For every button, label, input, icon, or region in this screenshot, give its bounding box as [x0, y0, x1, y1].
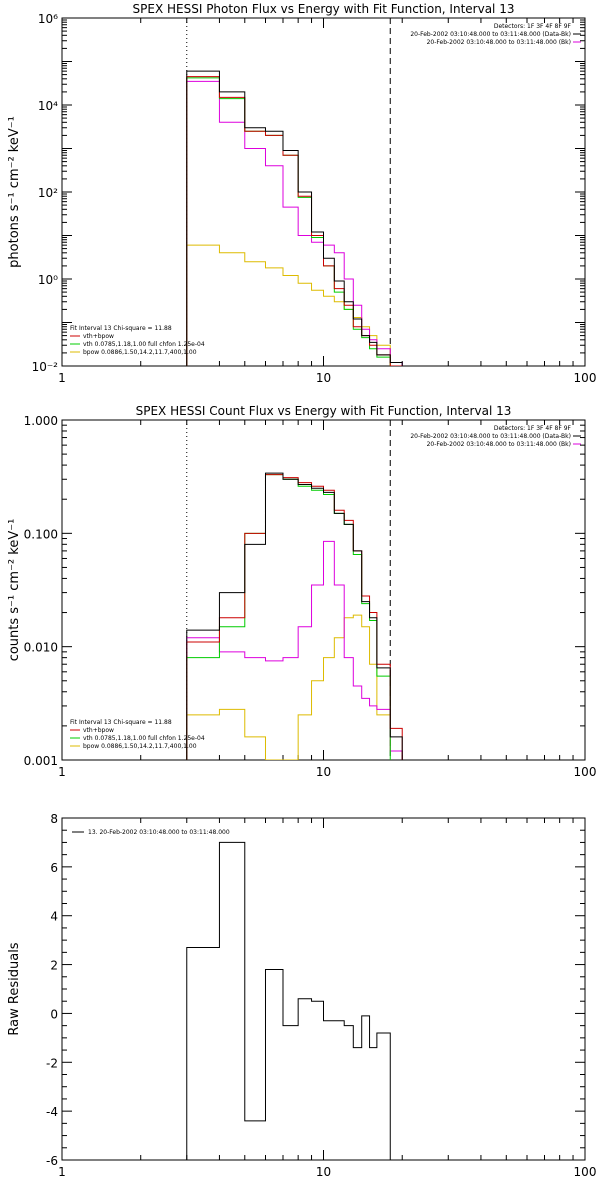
y-tick-label: 0.100	[24, 527, 58, 541]
y-axis-label: Raw Residuals	[7, 942, 22, 1035]
legend-entry: 13. 20-Feb-2002 03:10:48.000 to 03:11:48…	[88, 829, 230, 836]
y-tick-label: 10⁶	[38, 12, 58, 26]
y-tick-label: 10⁰	[38, 273, 58, 287]
x-tick-label: 10	[316, 1165, 331, 1179]
x-tick-label: 100	[574, 765, 597, 779]
y-axis-label: photons s⁻¹ cm⁻² keV⁻¹	[7, 116, 22, 268]
y-tick-label: 0.010	[24, 641, 58, 655]
y-tick-label: 10²	[38, 186, 58, 200]
y-tick-label: 1.000	[24, 414, 58, 428]
legend-entry: vth+bpow	[83, 727, 114, 734]
plot-frame	[61, 17, 586, 367]
info-line: Detectors: 1F 3F 4F 8F 9F	[494, 425, 572, 432]
legend-entry: bpow 0.0886,1.50,14.2,11.7,400,1.00	[83, 349, 197, 356]
series-bpow	[186, 540, 403, 760]
series-group	[186, 841, 391, 1160]
info-line: 20-Feb-2002 03:10:48.000 to 03:11:48.000…	[410, 433, 571, 440]
y-tick-label: 2	[50, 959, 58, 973]
x-tick-label: 1	[58, 1165, 66, 1179]
y-tick-label: -6	[46, 1154, 58, 1168]
legend-title: Fit Interval 13 Chi-square = 11.88	[70, 325, 172, 332]
chart-panel-2: SPEX HESSI Count Flux vs Energy with Fit…	[7, 404, 596, 779]
series-bpow_comp	[186, 244, 403, 366]
x-tick-label: 100	[574, 1165, 597, 1179]
legend-entry: vth 0.0785,1.18,1.00 full chfon 1.25e-04	[83, 341, 205, 348]
info-line: Detectors: 1F 3F 4F 8F 9F	[494, 23, 572, 30]
plot-frame	[61, 817, 586, 1161]
series-group	[186, 472, 403, 760]
y-tick-label: 10⁴	[38, 99, 58, 113]
series-total	[186, 472, 403, 760]
y-axis-label: counts s⁻¹ cm⁻² keV⁻¹	[7, 519, 22, 662]
chart-title: SPEX HESSI Count Flux vs Energy with Fit…	[136, 404, 512, 418]
y-tick-label: 8	[50, 812, 58, 826]
series-bpow	[186, 80, 403, 366]
y-tick-label: 6	[50, 861, 58, 875]
y-tick-label: -2	[46, 1056, 58, 1070]
series-vth_bpow	[186, 474, 403, 760]
y-tick-label: 0	[50, 1007, 58, 1021]
y-tick-label: 4	[50, 910, 58, 924]
y-tick-label: -4	[46, 1105, 58, 1119]
x-tick-label: 10	[316, 371, 331, 385]
legend-entry: vth 0.0785,1.18,1.00 full chfon 1.25e-04	[83, 735, 205, 742]
info-line: 20-Feb-2002 03:10:48.000 to 03:11:48.000…	[427, 441, 571, 448]
x-tick-label: 1	[58, 765, 66, 779]
plot-frame	[61, 419, 586, 761]
legend-entry: vth+bpow	[83, 333, 114, 340]
legend-entry: bpow 0.0886,1.50,14.2,11.7,400,1.00	[83, 743, 197, 750]
y-tick-label: 0.001	[24, 754, 58, 768]
chart-panel-3: 1 10 100 -6 -4 -2 0 2 4 6 8 Raw Residuals 13. 20-Feb…	[7, 812, 596, 1179]
y-tick-label: 10⁻²	[32, 360, 59, 374]
x-tick-label: 100	[574, 371, 597, 385]
series-vth	[186, 77, 391, 366]
x-tick-label: 10	[316, 765, 331, 779]
legend-title: Fit Interval 13 Chi-square = 11.88	[70, 719, 172, 726]
chart-panel-1: SPEX HESSI Photon Flux vs Energy with Fi…	[7, 2, 596, 385]
series-vth_bpow	[186, 76, 403, 366]
series-vth	[186, 474, 391, 760]
series-total	[186, 70, 403, 366]
x-tick-label: 1	[58, 371, 66, 385]
series-total	[186, 841, 391, 1160]
info-line: 20-Feb-2002 03:10:48.000 to 03:11:48.000…	[427, 39, 571, 46]
info-line: 20-Feb-2002 03:10:48.000 to 03:11:48.000…	[410, 31, 571, 38]
chart-title: SPEX HESSI Photon Flux vs Energy with Fi…	[133, 2, 515, 16]
series-group	[186, 70, 403, 366]
